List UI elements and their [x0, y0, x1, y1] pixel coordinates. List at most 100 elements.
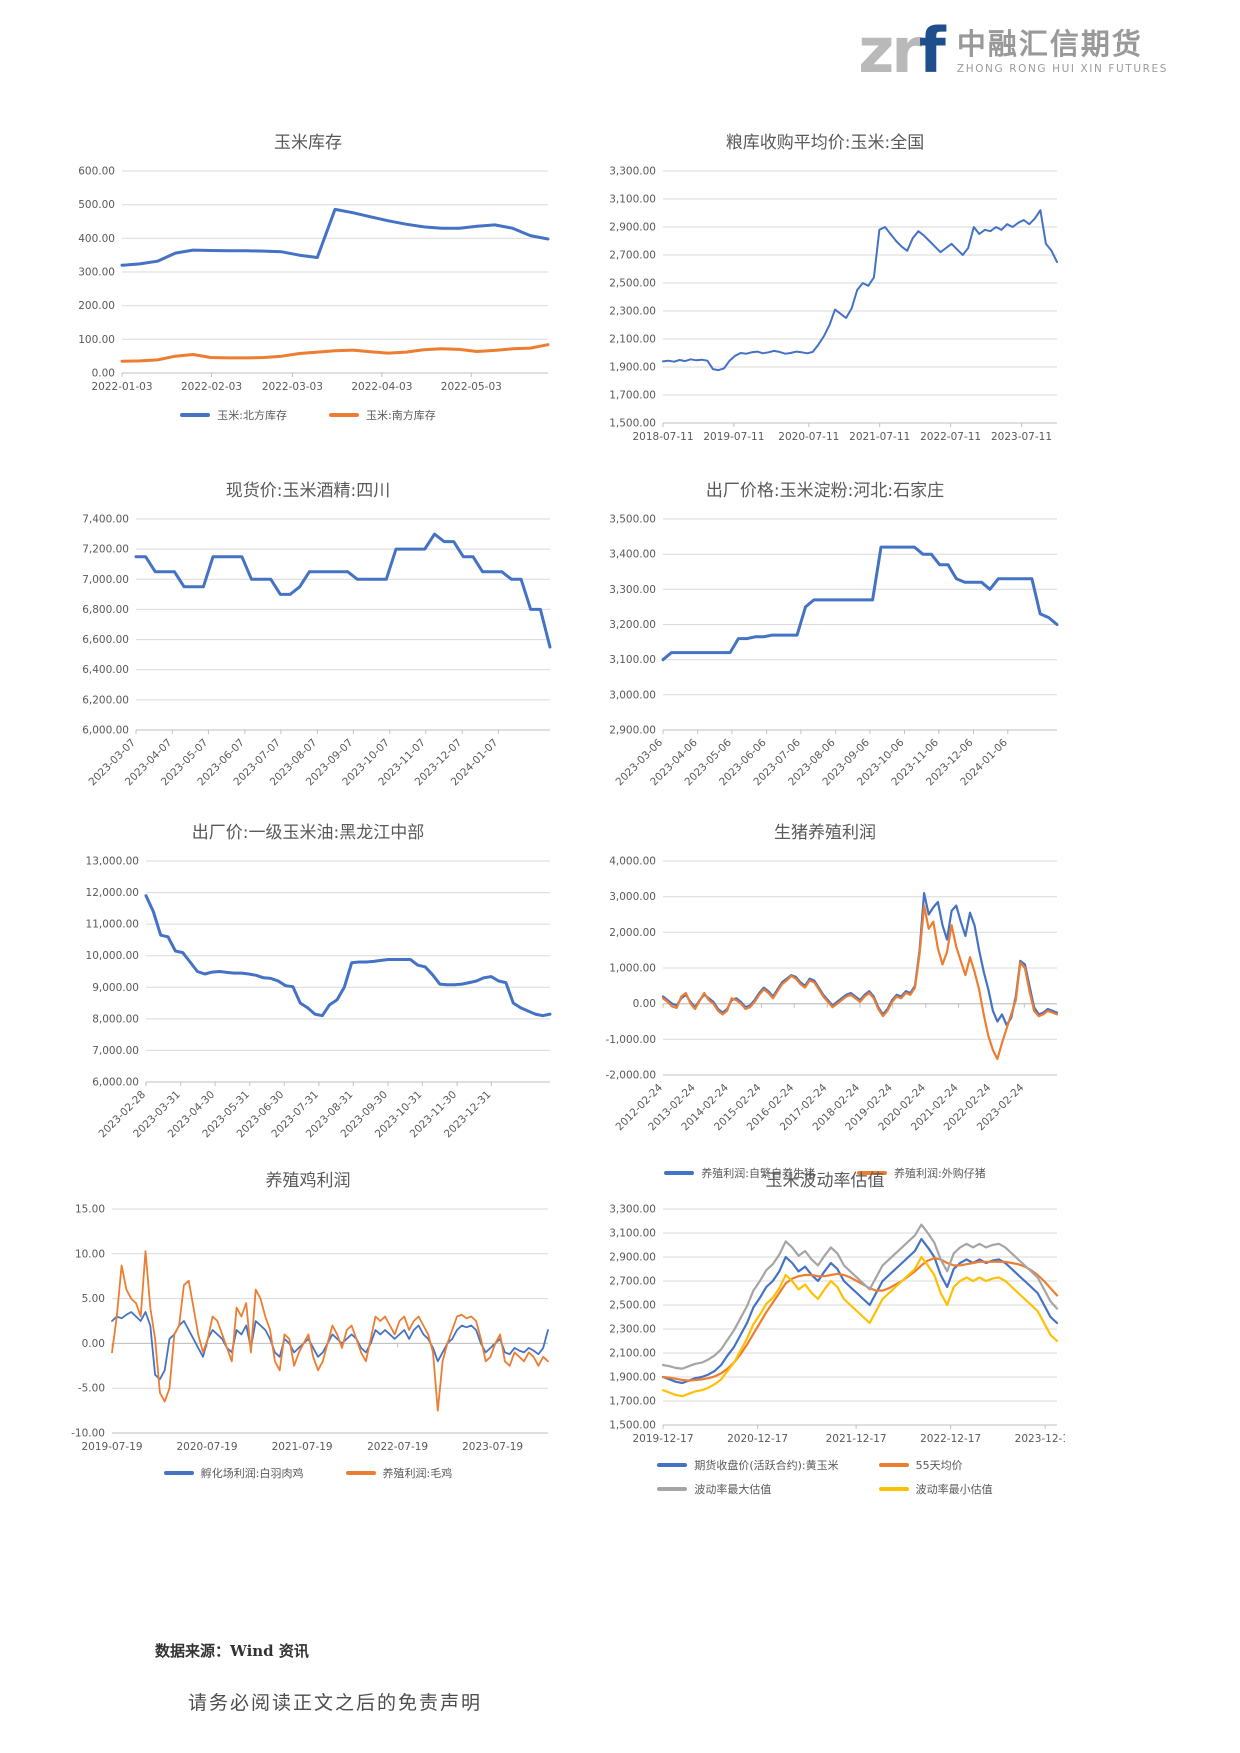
svg-text:6,000.00: 6,000.00: [92, 1077, 139, 1089]
svg-text:2020-07-11: 2020-07-11: [778, 431, 839, 443]
svg-text:2,900.00: 2,900.00: [609, 222, 656, 234]
legend-line-swatch: [664, 1171, 695, 1175]
chart-plot: 1,500.00 1,700.00 1,900.00 2,100.00 2,300.00…: [609, 166, 1058, 443]
svg-text:500.00: 500.00: [78, 199, 115, 211]
svg-text:5.00: 5.00: [82, 1293, 105, 1305]
svg-text:2020-07-19: 2020-07-19: [176, 1441, 237, 1453]
svg-text:2,100.00: 2,100.00: [609, 1348, 656, 1360]
legend-line-swatch: [163, 1471, 194, 1475]
logo-mark: zrf: [858, 20, 946, 82]
svg-text:7,000.00: 7,000.00: [82, 574, 129, 586]
disclaimer-note: 请务必阅读正文之后的免责声明: [188, 1692, 483, 1714]
chart-canvas: 6,000.00 7,000.00 8,000.00 9,000.00 10,000.0…: [58, 851, 558, 1166]
svg-text:6,200.00: 6,200.00: [82, 694, 129, 706]
chart-plot: -10.00 -5.00 0.00 5.00 10.00 15.00 2019-07-19 2…: [71, 1204, 549, 1453]
svg-text:10,000.00: 10,000.00: [86, 950, 139, 962]
chart-title: 生猪养殖利润: [774, 823, 876, 843]
svg-text:7,000.00: 7,000.00: [92, 1045, 139, 1057]
svg-text:3,500.00: 3,500.00: [609, 514, 656, 526]
svg-text:2022-03-03: 2022-03-03: [262, 381, 323, 393]
legend-item: 孵化场利润:白羽肉鸡: [163, 1465, 304, 1481]
svg-text:2021-07-11: 2021-07-11: [849, 431, 910, 443]
svg-text:2022-07-19: 2022-07-19: [367, 1441, 428, 1453]
svg-text:2022-01-03: 2022-01-03: [91, 381, 152, 393]
svg-text:2020-12-17: 2020-12-17: [727, 1433, 788, 1445]
legend-label: 期货收盘价(活跃合约):黄玉米: [694, 1459, 839, 1472]
chart-plot: -2,000.00 -1,000.00 0.00 1,000.00 2,000.00 3,…: [605, 856, 1059, 1133]
svg-text:2,700.00: 2,700.00: [609, 1276, 656, 1288]
legend-label: 55天均价: [915, 1459, 963, 1472]
svg-text:0.00: 0.00: [633, 998, 656, 1010]
svg-text:2,900.00: 2,900.00: [609, 1252, 656, 1264]
legend-line-swatch: [878, 1487, 909, 1491]
svg-text:3,300.00: 3,300.00: [609, 166, 656, 178]
legend-item: 波动率最小估值: [878, 1481, 993, 1497]
legend-label: 波动率最大估值: [694, 1483, 772, 1496]
svg-text:6,600.00: 6,600.00: [82, 634, 129, 646]
chart-legend: 玉米:北方库存 玉米:南方库存: [58, 407, 558, 423]
legend-label: 玉米:北方库存: [217, 409, 287, 422]
svg-text:2022-12-17: 2022-12-17: [920, 1433, 981, 1445]
svg-text:6,800.00: 6,800.00: [82, 604, 129, 616]
chart-plot: 0.00 100.00 200.00 300.00 400.00 500.00 600.00…: [78, 166, 550, 393]
legend-item: 期货收盘价(活跃合约):黄玉米: [657, 1457, 839, 1473]
svg-text:3,000.00: 3,000.00: [609, 891, 656, 903]
svg-text:1,500.00: 1,500.00: [609, 1420, 656, 1432]
legend-item: 玉米:北方库存: [180, 407, 287, 423]
legend-label: 养殖利润:自繁自养生猪: [701, 1167, 815, 1180]
legend-label: 波动率最小估值: [915, 1483, 993, 1496]
svg-text:-2,000.00: -2,000.00: [605, 1070, 656, 1082]
svg-text:7,200.00: 7,200.00: [82, 544, 129, 556]
svg-text:0.00: 0.00: [82, 1338, 105, 1350]
chart-title: 粮库收购平均价:玉米:全国: [725, 133, 925, 153]
chart-title: 玉米波动率估值: [765, 1171, 885, 1191]
legend-label: 养殖利润:外购仔猪: [894, 1167, 986, 1180]
legend-item: 养殖利润:毛鸡: [345, 1465, 453, 1481]
svg-text:3,100.00: 3,100.00: [609, 1228, 656, 1240]
chart-corn-starch-exfactory: 出厂价格:玉米淀粉:河北:石家庄 2,900.00 3,000.00 3,100.0…: [585, 476, 1065, 820]
company-logo: zrf 中融汇信期货 ZHONG RONG HUI XIN FUTURES: [858, 20, 1168, 82]
svg-text:3,400.00: 3,400.00: [609, 549, 656, 561]
legend-label: 玉米:南方库存: [366, 409, 436, 422]
svg-text:2,900.00: 2,900.00: [609, 725, 656, 737]
svg-text:2019-07-19: 2019-07-19: [81, 1441, 142, 1453]
legend-line-swatch: [857, 1171, 887, 1175]
chart-canvas: 1,500.00 1,700.00 1,900.00 2,100.00 2,300.00…: [585, 161, 1065, 451]
svg-text:1,000.00: 1,000.00: [609, 963, 656, 975]
legend-line-swatch: [657, 1463, 688, 1467]
svg-text:-5.00: -5.00: [78, 1383, 105, 1395]
svg-text:2,000.00: 2,000.00: [609, 927, 656, 939]
logo-text: 中融汇信期货 ZHONG RONG HUI XIN FUTURES: [957, 27, 1168, 75]
svg-text:3,200.00: 3,200.00: [609, 619, 656, 631]
svg-text:2,500.00: 2,500.00: [609, 1300, 656, 1312]
legend-line-swatch: [180, 413, 211, 417]
svg-text:4,000.00: 4,000.00: [609, 856, 656, 868]
legend-label: 养殖利润:毛鸡: [382, 1467, 453, 1480]
svg-text:2023-07-11: 2023-07-11: [991, 431, 1052, 443]
chart-plot: 1,500.00 1,700.00 1,900.00 2,100.00 2,300.00…: [609, 1204, 1075, 1446]
svg-text:1,700.00: 1,700.00: [609, 1396, 656, 1408]
svg-text:2022-05-03: 2022-05-03: [441, 381, 502, 393]
svg-text:400.00: 400.00: [78, 233, 115, 245]
logo-f-letter: f: [918, 14, 946, 87]
chart-legend: 期货收盘价(活跃合约):黄玉米 55天均价波动率最大估值 波动率最小估值: [585, 1457, 1065, 1497]
legend-item: 55天均价: [878, 1457, 993, 1473]
svg-text:3,300.00: 3,300.00: [609, 584, 656, 596]
data-source-note: 数据来源：Wind 资讯: [155, 1642, 309, 1660]
svg-text:2022-04-03: 2022-04-03: [351, 381, 412, 393]
svg-text:200.00: 200.00: [78, 300, 115, 312]
chart-corn-volatility: 玉米波动率估值 1,500.00 1,700.00 1,900.00 2,100.00…: [585, 1166, 1075, 1497]
chart-title: 养殖鸡利润: [265, 1171, 351, 1191]
svg-text:300.00: 300.00: [78, 267, 115, 279]
svg-text:10.00: 10.00: [75, 1248, 105, 1260]
chart-plot: 2,900.00 3,000.00 3,100.00 3,200.00 3,300.00…: [609, 514, 1059, 788]
svg-text:15.00: 15.00: [75, 1204, 105, 1216]
svg-text:2,300.00: 2,300.00: [609, 1324, 656, 1336]
legend-item: 养殖利润:自繁自养生猪: [664, 1165, 815, 1181]
svg-text:2,500.00: 2,500.00: [609, 278, 656, 290]
svg-text:6,000.00: 6,000.00: [82, 725, 129, 737]
svg-text:-10.00: -10.00: [71, 1428, 105, 1440]
svg-text:2,100.00: 2,100.00: [609, 334, 656, 346]
svg-text:600.00: 600.00: [78, 166, 115, 178]
logo-zr-letters: zr: [858, 14, 922, 87]
